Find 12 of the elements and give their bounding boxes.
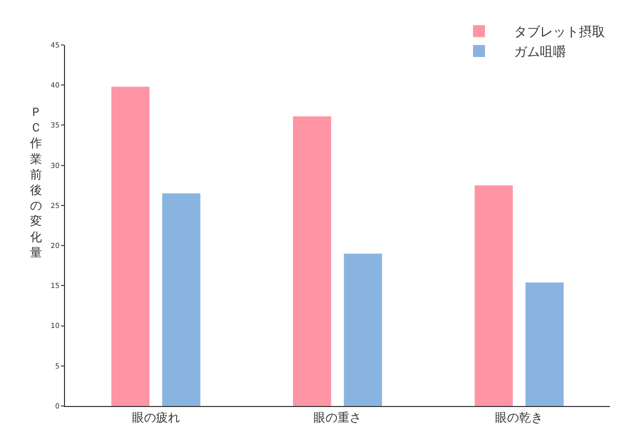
bar: [111, 86, 150, 406]
text: ＰＣ作業前後の変化量: [30, 105, 42, 260]
bar: [474, 185, 513, 406]
bar: [292, 116, 332, 406]
bar: [162, 193, 200, 406]
legend-label: タブレット摂取: [514, 25, 605, 40]
bar: [344, 254, 382, 406]
x-tick-label: 眼の重さ: [314, 410, 362, 424]
bar: [526, 282, 564, 406]
x-tick-label: 眼の乾き: [495, 410, 544, 424]
x-tick-label: 眼の疲れ: [132, 410, 180, 424]
legend-label: ガム咀嚼: [514, 45, 566, 60]
